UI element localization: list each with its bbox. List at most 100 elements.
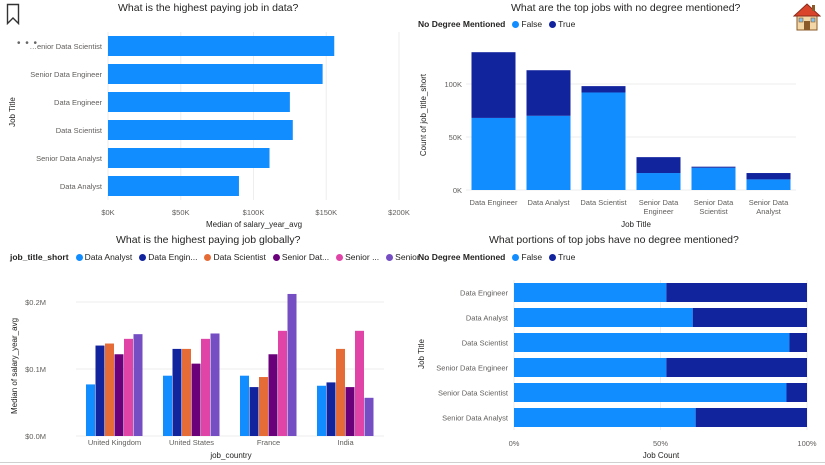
legend-item-data-scientist[interactable]: Data Scientist [204, 252, 266, 262]
bar-series-4[interactable] [355, 330, 364, 436]
bar-false[interactable] [514, 358, 667, 377]
bar-series-1[interactable] [172, 348, 182, 436]
y-tick-label: Data Analyst [60, 182, 103, 191]
chart2-title: What are the top jobs with no degree men… [511, 2, 741, 14]
bar-series-0[interactable] [163, 375, 172, 436]
bar-series-2[interactable] [182, 348, 191, 436]
bar-series-0[interactable] [86, 384, 95, 436]
chart3-legend: job_title_short Data Analyst Data Engin.… [10, 252, 432, 262]
bar-series-1[interactable] [326, 382, 336, 436]
legend-item-true[interactable]: True [549, 252, 575, 262]
bar-false[interactable] [514, 333, 790, 352]
bar-series-3[interactable] [114, 354, 124, 436]
x-tick-label: $150K [315, 208, 337, 217]
x-tick-label: Senior Data [749, 198, 789, 207]
y-tick-label: Data Scientist [462, 339, 509, 348]
x-tick-label: $100K [243, 208, 265, 217]
legend-item-false[interactable]: False [512, 252, 542, 262]
house-icon[interactable] [793, 2, 821, 32]
y-tick-label: Data Engineer [460, 289, 508, 298]
y-tick-label: $0.0M [25, 432, 46, 441]
bar-series-5[interactable] [133, 334, 143, 436]
y-tick-label: Senior Data Analyst [442, 414, 509, 423]
bar-series-4[interactable] [278, 330, 287, 436]
bar-series-2[interactable] [336, 348, 345, 436]
chart4-svg: 0% 50% 100% Data Engineer Data Analyst Data S… [417, 280, 817, 460]
bar-series-2[interactable] [259, 377, 268, 436]
bar-series-3[interactable] [345, 387, 355, 436]
bar-series-2[interactable] [105, 343, 114, 436]
bar-series-1[interactable] [249, 387, 259, 436]
x-tick-label: Analyst [756, 207, 782, 216]
more-options-icon[interactable]: • • • [17, 38, 39, 49]
x-tick-label: Senior Data [694, 198, 734, 207]
bar-series-1[interactable] [95, 345, 105, 436]
bar-true[interactable] [666, 283, 807, 302]
bookmark-icon[interactable] [6, 3, 20, 25]
bar-series-3[interactable] [268, 354, 278, 436]
legend-item-senior-data[interactable]: Senior Dat... [272, 252, 329, 262]
chart4-legend: No Degree Mentioned False True [418, 252, 578, 262]
bar-true[interactable] [789, 333, 807, 352]
bar-false[interactable] [514, 383, 787, 402]
bar-true[interactable] [526, 70, 571, 116]
x-tick-label: Data Scientist [580, 198, 627, 207]
bar-series-5[interactable] [364, 397, 374, 436]
x-tick-label: Data Engineer [470, 198, 518, 207]
chart4-xlabel: Job Count [643, 451, 680, 460]
bar-false[interactable] [746, 179, 791, 190]
bar-false[interactable] [691, 167, 736, 190]
x-tick-label: $0K [101, 208, 114, 217]
legend-item-data-engineer[interactable]: Data Engin... [139, 252, 197, 262]
bar-senior-data-scientist[interactable] [108, 36, 335, 56]
bar-series-3[interactable] [191, 363, 201, 436]
chart2-xlabel: Job Title [621, 220, 651, 229]
bar-false[interactable] [514, 308, 693, 327]
bar-senior-data-analyst[interactable] [108, 148, 270, 168]
bar-true[interactable] [636, 157, 681, 174]
bottom-divider [0, 462, 825, 463]
y-tick-label: …enior Data Scientist [29, 42, 102, 51]
bar-data-scientist[interactable] [108, 120, 293, 140]
bar-senior-data-engineer[interactable] [108, 64, 323, 84]
chart3-ylabel: Median of salary_year_avg [10, 318, 19, 414]
bar-data-engineer[interactable] [108, 92, 290, 112]
bar-false[interactable] [526, 115, 571, 190]
legend-item-senior-2[interactable]: Senior ... [336, 252, 379, 262]
x-tick-label: $200K [388, 208, 410, 217]
bar-false[interactable] [514, 408, 696, 427]
bar-false[interactable] [581, 92, 626, 190]
y-tick-label: Senior Data Analyst [36, 154, 103, 163]
y-tick-label: Data Scientist [56, 126, 103, 135]
bar-true[interactable] [695, 408, 807, 427]
bar-data-analyst[interactable] [108, 176, 239, 196]
chart2-legend: No Degree Mentioned False True [418, 19, 578, 29]
bar-true[interactable] [746, 173, 791, 180]
bar-series-5[interactable] [287, 293, 297, 436]
x-tick-label: United States [169, 438, 214, 447]
bar-series-4[interactable] [124, 338, 133, 436]
bar-true[interactable] [692, 308, 807, 327]
legend-item-senior-3[interactable]: Senior ... [386, 252, 429, 262]
chart1-title: What is the highest paying job in data? [118, 2, 299, 14]
legend-item-true[interactable]: True [549, 19, 575, 29]
legend-item-data-analyst[interactable]: Data Analyst [75, 252, 132, 262]
bar-false[interactable] [471, 117, 516, 190]
bar-false[interactable] [514, 283, 667, 302]
bar-series-0[interactable] [317, 385, 326, 436]
x-tick-label: 50% [653, 439, 668, 448]
legend-item-false[interactable]: False [512, 19, 542, 29]
bar-series-5[interactable] [210, 333, 220, 436]
bar-series-0[interactable] [240, 375, 249, 436]
bar-true[interactable] [691, 166, 736, 168]
chart3-title: What is the highest paying job globally? [116, 234, 301, 246]
y-tick-label: Data Engineer [54, 98, 102, 107]
y-tick-label: $0.2M [25, 298, 46, 307]
bar-true[interactable] [786, 383, 807, 402]
y-tick-label: Senior Data Engineer [30, 70, 102, 79]
bar-true[interactable] [471, 52, 516, 118]
bar-series-4[interactable] [201, 338, 210, 436]
bar-false[interactable] [636, 173, 681, 190]
bar-true[interactable] [666, 358, 807, 377]
bar-true[interactable] [581, 86, 626, 93]
